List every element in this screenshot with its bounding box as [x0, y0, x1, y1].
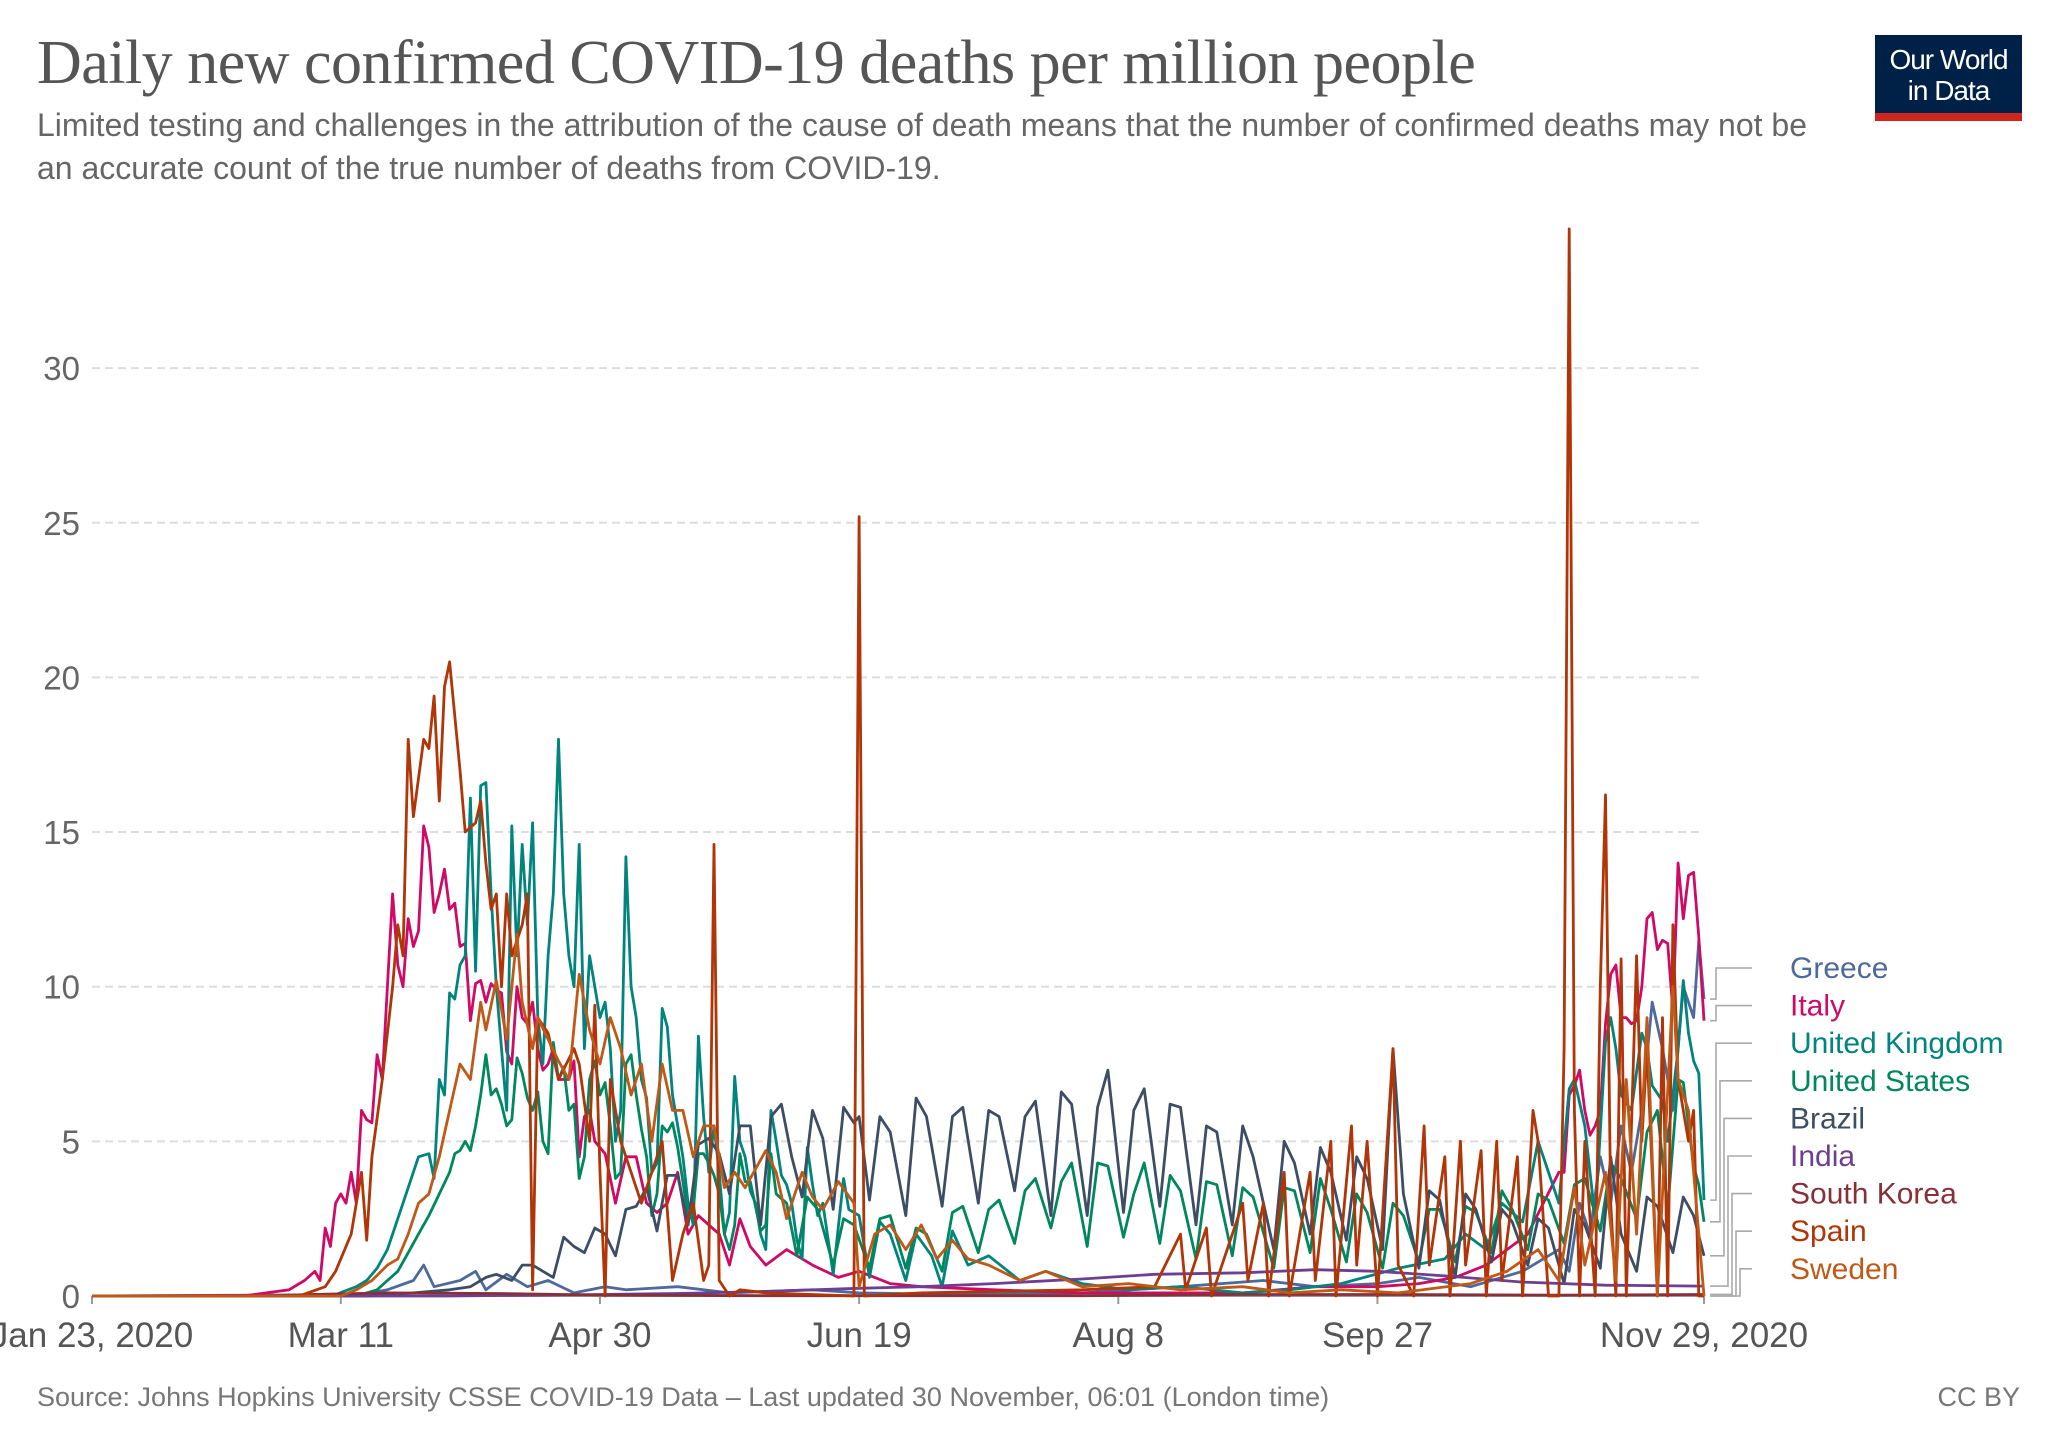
legend-connector: [1710, 1004, 1752, 1022]
legend-label-greece[interactable]: Greece: [1790, 952, 1888, 985]
owid-logo[interactable]: Our World in Data: [1875, 35, 2022, 121]
series-line-india[interactable]: [92, 1268, 1705, 1298]
legend-label-spain[interactable]: Spain: [1790, 1215, 1867, 1248]
legend: Greece Italy United Kingdom United States Br…: [1710, 952, 2003, 1297]
y-tick-label: 20: [43, 659, 80, 696]
y-tick-label: 25: [43, 505, 80, 542]
y-tick-label: 30: [43, 350, 80, 387]
license-link[interactable]: CC BY: [1937, 1382, 2020, 1412]
x-tick-label: Nov 29, 2020: [1600, 1316, 1808, 1355]
legend-connector: [1710, 967, 1752, 1000]
y-tick-label: 10: [43, 969, 80, 1006]
legend-label-india[interactable]: India: [1790, 1140, 1855, 1173]
logo-line-1: Our World: [1889, 44, 2008, 75]
y-tick-label: 0: [62, 1278, 80, 1315]
series-line-spain[interactable]: [92, 227, 1704, 1298]
x-tick-label: Jun 19: [807, 1316, 912, 1355]
legend-connector: [1710, 1155, 1752, 1287]
legend-connector: [1710, 1042, 1752, 1201]
chart-subtitle: Limited testing and challenges in the at…: [37, 107, 1807, 186]
legend-label-united-kingdom[interactable]: United Kingdom: [1790, 1027, 2003, 1060]
y-axis-ticks: 0 5 10 15 20 25 30: [43, 350, 80, 1315]
legend-label-brazil[interactable]: Brazil: [1790, 1102, 1865, 1135]
x-tick-label: Jan 23, 2020: [0, 1316, 193, 1355]
x-tick-label: Apr 30: [548, 1316, 651, 1355]
x-tick-label: Sep 27: [1322, 1316, 1433, 1355]
legend-connector: [1710, 1192, 1752, 1296]
x-tick-label: Aug 8: [1073, 1316, 1164, 1355]
series-lines: [91, 227, 1706, 1298]
y-tick-label: 5: [62, 1123, 80, 1160]
legend-label-south-korea[interactable]: South Korea: [1790, 1178, 1957, 1211]
x-tick-label: Mar 11: [288, 1316, 394, 1355]
series-line-sweden[interactable]: [92, 932, 1706, 1298]
logo-line-2: in Data: [1907, 75, 1991, 106]
chart-title: Daily new confirmed COVID-19 deaths per …: [37, 29, 1476, 97]
legend-label-italy[interactable]: Italy: [1790, 990, 1845, 1023]
legend-label-united-states[interactable]: United States: [1790, 1065, 1970, 1098]
source-note: Source: Johns Hopkins University CSSE CO…: [37, 1382, 1330, 1412]
legend-connector: [1710, 1268, 1752, 1297]
y-tick-label: 15: [43, 814, 80, 851]
legend-label-sweden[interactable]: Sweden: [1790, 1253, 1898, 1286]
logo-accent-bar: [1875, 113, 2022, 121]
legend-connector: [1710, 1117, 1752, 1257]
x-axis-ticks: Jan 23, 2020 Mar 11 Apr 30 Jun 19 Aug 8 Sep 2…: [0, 1296, 1808, 1355]
series-line-united-kingdom[interactable]: [92, 737, 1706, 1298]
legend-connector: [1710, 1080, 1752, 1223]
